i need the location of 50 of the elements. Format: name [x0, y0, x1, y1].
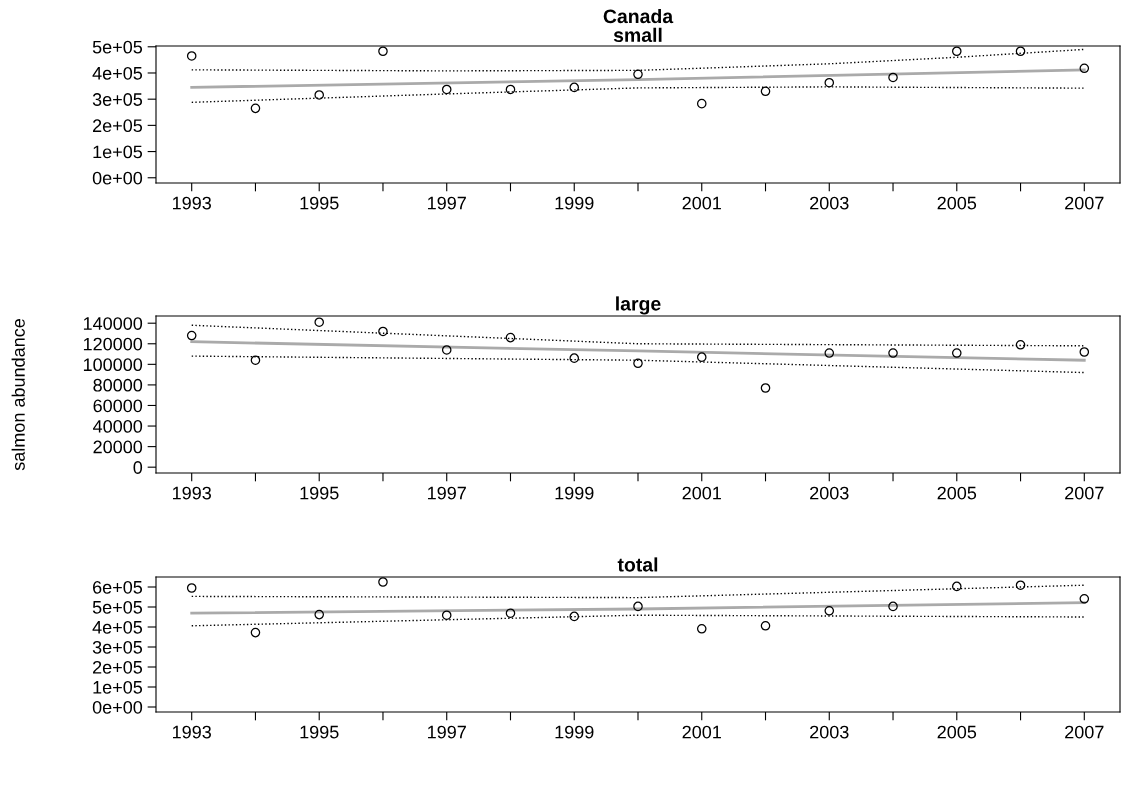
chart-subtitle: small: [613, 27, 662, 43]
y-tick-label: 40000: [93, 419, 143, 433]
y-tick-label: 1e+05: [93, 145, 143, 159]
y-tick-label: 4e+05: [92, 620, 143, 634]
x-tick-label: 1995: [300, 725, 339, 739]
chart-title: Canada: [603, 8, 674, 24]
y-tick-label: 6e+05: [93, 580, 143, 594]
x-tick-label: 1997: [428, 486, 466, 500]
y-tick-label: 20000: [93, 440, 143, 454]
x-tick-label: 1999: [555, 486, 594, 500]
x-tick-label: 1997: [428, 725, 466, 739]
y-tick-label: 140000: [83, 317, 143, 330]
chart-title: total: [617, 557, 658, 572]
x-tick-label: 2001: [682, 196, 721, 210]
y-tick-label: 120000: [83, 337, 143, 351]
y-tick-label: 2e+05: [93, 660, 143, 674]
y-axis-title: salmon abundance: [11, 319, 25, 471]
y-tick-label: 1e+05: [93, 680, 143, 694]
x-tick-label: 2007: [1065, 196, 1104, 210]
y-tick-label: 3e+05: [92, 93, 143, 106]
y-tick-label: 5e+05: [92, 40, 143, 54]
x-tick-label: 1997: [428, 196, 466, 210]
x-tick-label: 1995: [300, 196, 339, 210]
x-tick-label: 1993: [173, 725, 211, 739]
x-tick-label: 2007: [1065, 486, 1104, 500]
y-tick-label: 2e+05: [93, 119, 143, 133]
x-tick-label: 2003: [810, 486, 849, 500]
x-tick-label: 2001: [682, 486, 721, 500]
x-tick-label: 2007: [1065, 725, 1104, 739]
chart-title: large: [616, 296, 661, 315]
y-tick-label: 5e+05: [92, 600, 143, 614]
x-tick-label: 2005: [937, 196, 977, 210]
y-tick-label: 3e+05: [92, 640, 143, 654]
x-tick-label: 1993: [173, 486, 211, 500]
y-tick-label: 0e+00: [92, 700, 143, 714]
x-tick-label: 1993: [173, 196, 211, 210]
y-tick-label: 80000: [93, 378, 143, 392]
x-tick-label: 2001: [682, 725, 721, 739]
x-tick-label: 1999: [555, 196, 594, 210]
y-tick-label: 0: [133, 461, 143, 474]
x-tick-label: 2005: [937, 725, 977, 739]
x-tick-label: 2003: [810, 725, 849, 739]
x-tick-label: 1999: [555, 725, 594, 739]
y-tick-label: 0e+00: [92, 171, 143, 185]
x-tick-label: 2005: [937, 486, 977, 500]
y-tick-label: 100000: [83, 358, 143, 372]
x-tick-label: 2003: [810, 196, 849, 210]
y-tick-label: 4e+05: [92, 66, 143, 80]
y-tick-label: 60000: [93, 399, 143, 413]
x-tick-label: 1995: [300, 486, 339, 500]
